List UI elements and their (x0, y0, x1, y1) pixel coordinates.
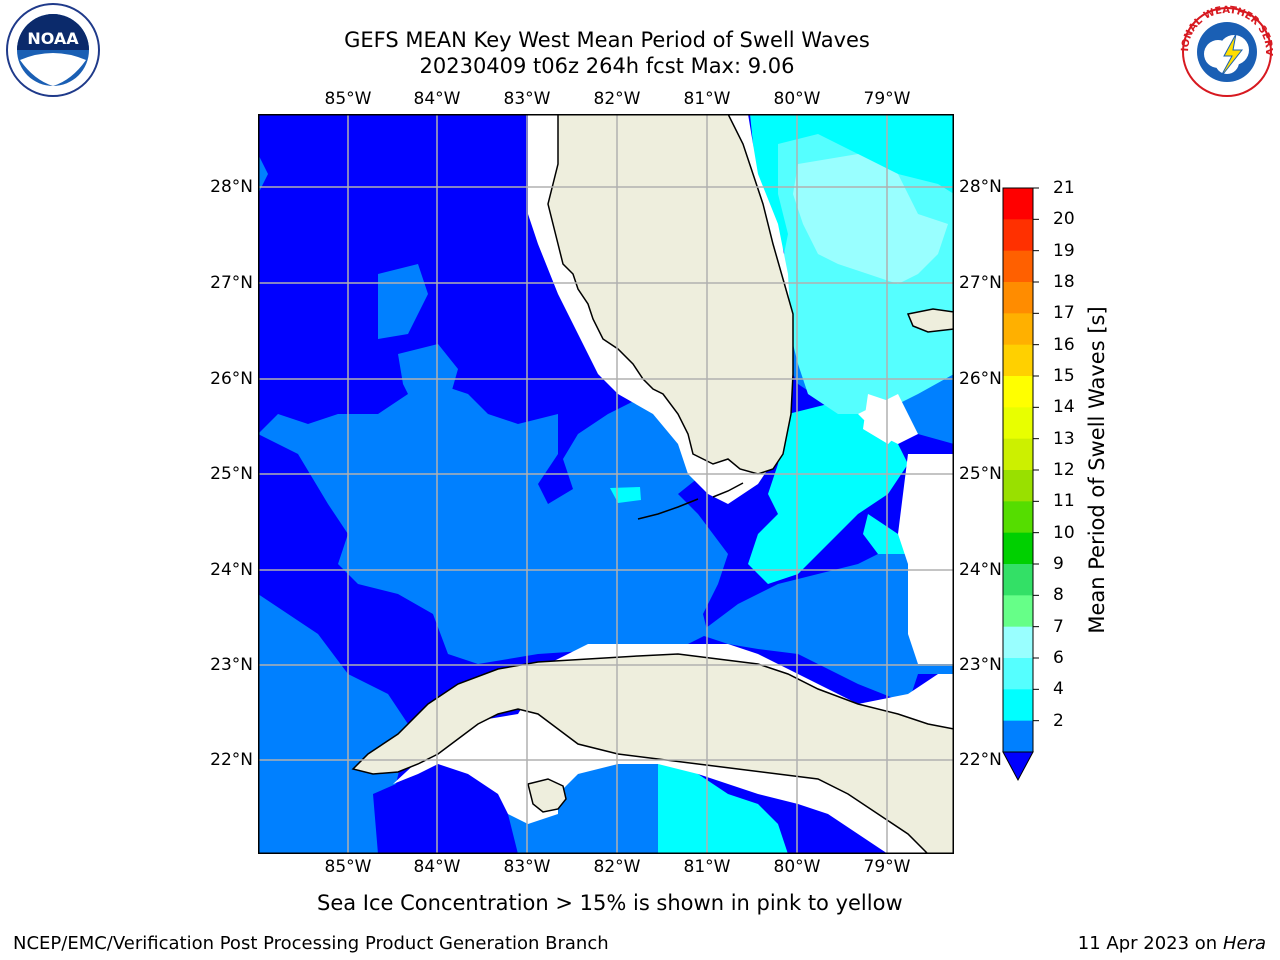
colorbar-swatches (1003, 188, 1033, 753)
colorbar-tick-label: 19 (1053, 240, 1075, 261)
lon-label-bottom: 81°W (683, 857, 731, 877)
colorbar-tick-label: 17 (1053, 303, 1075, 324)
lat-label-left: 25°N (210, 464, 253, 484)
colorbar-swatch (1003, 219, 1033, 252)
lon-label-top: 82°W (593, 89, 641, 109)
lon-label-bottom: 84°W (413, 857, 461, 877)
colorbar-swatch (1003, 313, 1033, 346)
chart-title: GEFS MEAN Key West Mean Period of Swell … (344, 28, 870, 52)
credit-line: NCEP/EMC/Verification Post Processing Pr… (13, 933, 609, 954)
lon-label-bottom: 83°W (503, 857, 551, 877)
lat-label-right: 27°N (959, 273, 1002, 293)
colorbar-swatch (1003, 595, 1033, 628)
host-name: Hera (1222, 933, 1266, 954)
noaa-logo-text: NOAA (27, 29, 79, 48)
colorbar-tick-label: 7 (1053, 616, 1064, 637)
lat-label-left: 26°N (210, 369, 253, 389)
lat-label-left: 24°N (210, 560, 253, 580)
lat-label-right: 26°N (959, 369, 1002, 389)
lon-label-top: 80°W (773, 89, 821, 109)
colorbar-tick-label: 9 (1053, 554, 1064, 574)
colorbar-swatch (1003, 250, 1033, 283)
colorbar-swatch (1003, 376, 1033, 408)
bahamas-land (906, 308, 954, 333)
colorbar (1002, 187, 1039, 782)
graticule (258, 114, 954, 854)
map-border (258, 114, 954, 854)
lon-label-bottom: 80°W (773, 857, 821, 877)
lon-label-bottom: 82°W (593, 857, 641, 877)
colorbar-tick-label: 15 (1053, 366, 1075, 386)
no-data-islet (868, 404, 908, 444)
noaa-logo-icon: NOAA (6, 3, 100, 97)
no-data-east-box (898, 454, 954, 664)
colorbar-tick-label: 2 (1053, 710, 1064, 731)
colorbar-tick-marks (1033, 187, 1039, 722)
colorbar-tick-label: 16 (1053, 334, 1075, 355)
colorbar-tick-label: 20 (1053, 209, 1075, 230)
colorbar-tick-label: 11 (1053, 491, 1075, 512)
florida-land (547, 114, 794, 475)
lat-label-left: 28°N (210, 177, 253, 197)
cuba-land (351, 653, 954, 854)
isla-juventud (527, 778, 567, 813)
lat-label-right: 22°N (959, 750, 1002, 770)
colorbar-tick-label: 12 (1053, 460, 1075, 480)
nws-logo-icon: NATIONAL WEATHER SERVICE (1176, 4, 1274, 97)
lat-label-right: 25°N (959, 464, 1002, 484)
lat-label-right: 28°N (959, 177, 1002, 197)
colorbar-swatch (1003, 407, 1033, 440)
swell-band-4-6-west-islands (258, 154, 458, 414)
swell-band-4-6 (258, 384, 728, 854)
colorbar-swatch (1003, 344, 1033, 377)
sea-ice-note: Sea Ice Concentration > 15% is shown in … (317, 891, 903, 915)
colorbar-swatch (1003, 689, 1033, 722)
lon-label-top: 85°W (324, 89, 372, 109)
date-text: 11 Apr 2023 on (1077, 933, 1223, 954)
date-line: 11 Apr 2023 on Hera (1078, 933, 1266, 955)
map-panel (258, 114, 954, 854)
colorbar-swatch (1003, 564, 1033, 596)
chart-subtitle: 20230409 t06z 264h fcst Max: 9.06 (419, 54, 795, 78)
lon-label-top: 84°W (413, 89, 461, 109)
colorbar-tick-label: 14 (1053, 397, 1075, 418)
lat-label-left: 27°N (210, 273, 253, 293)
colorbar-tick-label: 13 (1053, 428, 1075, 449)
florida-keys (637, 482, 744, 520)
colorbar-label: Mean Period of Swell Waves [s] (1085, 306, 1109, 634)
lat-label-left: 22°N (210, 750, 253, 770)
colorbar-swatch (1003, 532, 1033, 565)
colorbar-swatch (1003, 501, 1033, 534)
colorbar-tick-label: 6 (1053, 648, 1064, 668)
lon-label-bottom: 79°W (863, 857, 911, 877)
colorbar-tick-label: 4 (1053, 679, 1064, 700)
colorbar-tick-label: 21 (1053, 178, 1075, 198)
lat-label-right: 23°N (959, 655, 1002, 675)
colorbar-under-triangle (1002, 751, 1034, 782)
colorbar-swatch (1003, 282, 1033, 314)
lon-label-top: 79°W (863, 89, 911, 109)
lon-label-bottom: 85°W (324, 857, 372, 877)
colorbar-tick-label: 18 (1053, 272, 1075, 292)
colorbar-swatch (1003, 626, 1033, 659)
lat-label-right: 24°N (959, 560, 1002, 580)
lon-label-top: 83°W (503, 89, 551, 109)
colorbar-swatch (1003, 658, 1033, 690)
lat-label-left: 23°N (210, 655, 253, 675)
colorbar-swatch (1003, 720, 1033, 753)
colorbar-tick-label: 10 (1053, 522, 1075, 543)
lon-label-top: 81°W (683, 89, 731, 109)
colorbar-tick-label: 8 (1053, 585, 1064, 606)
colorbar-swatch (1003, 188, 1033, 220)
colorbar-swatch (1003, 470, 1033, 502)
colorbar-swatch (1003, 438, 1033, 471)
